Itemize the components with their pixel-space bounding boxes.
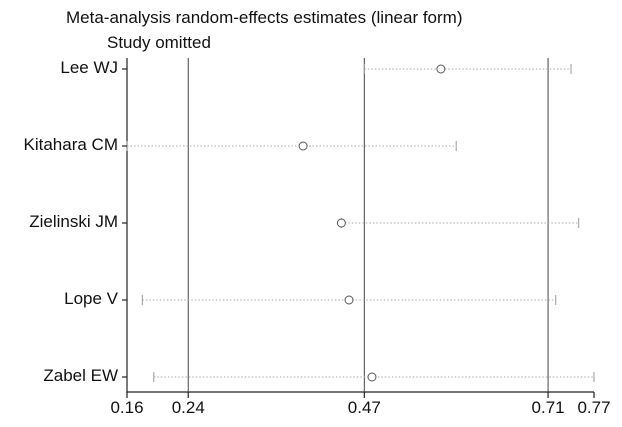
x-tick-label: 0.71 [531, 398, 565, 417]
x-tick-label: 0.77 [577, 398, 611, 417]
study-label: Lee WJ [60, 58, 118, 77]
chart-subtitle: Study omitted [107, 33, 211, 52]
chart-title: Meta-analysis random-effects estimates (… [66, 8, 463, 27]
study-label: Zielinski JM [29, 212, 118, 231]
study-label: Lope V [64, 289, 118, 308]
point-estimate [367, 372, 377, 382]
point-estimate [336, 218, 346, 228]
study-label: Kitahara CM [23, 135, 118, 154]
point-estimate [298, 141, 308, 151]
x-tick-label: 0.47 [347, 398, 381, 417]
point-estimate [344, 295, 354, 305]
study-label: Zabel EW [43, 366, 118, 385]
x-tick-label: 0.16 [110, 398, 144, 417]
point-estimate [436, 64, 446, 74]
x-tick-label: 0.24 [171, 398, 205, 417]
